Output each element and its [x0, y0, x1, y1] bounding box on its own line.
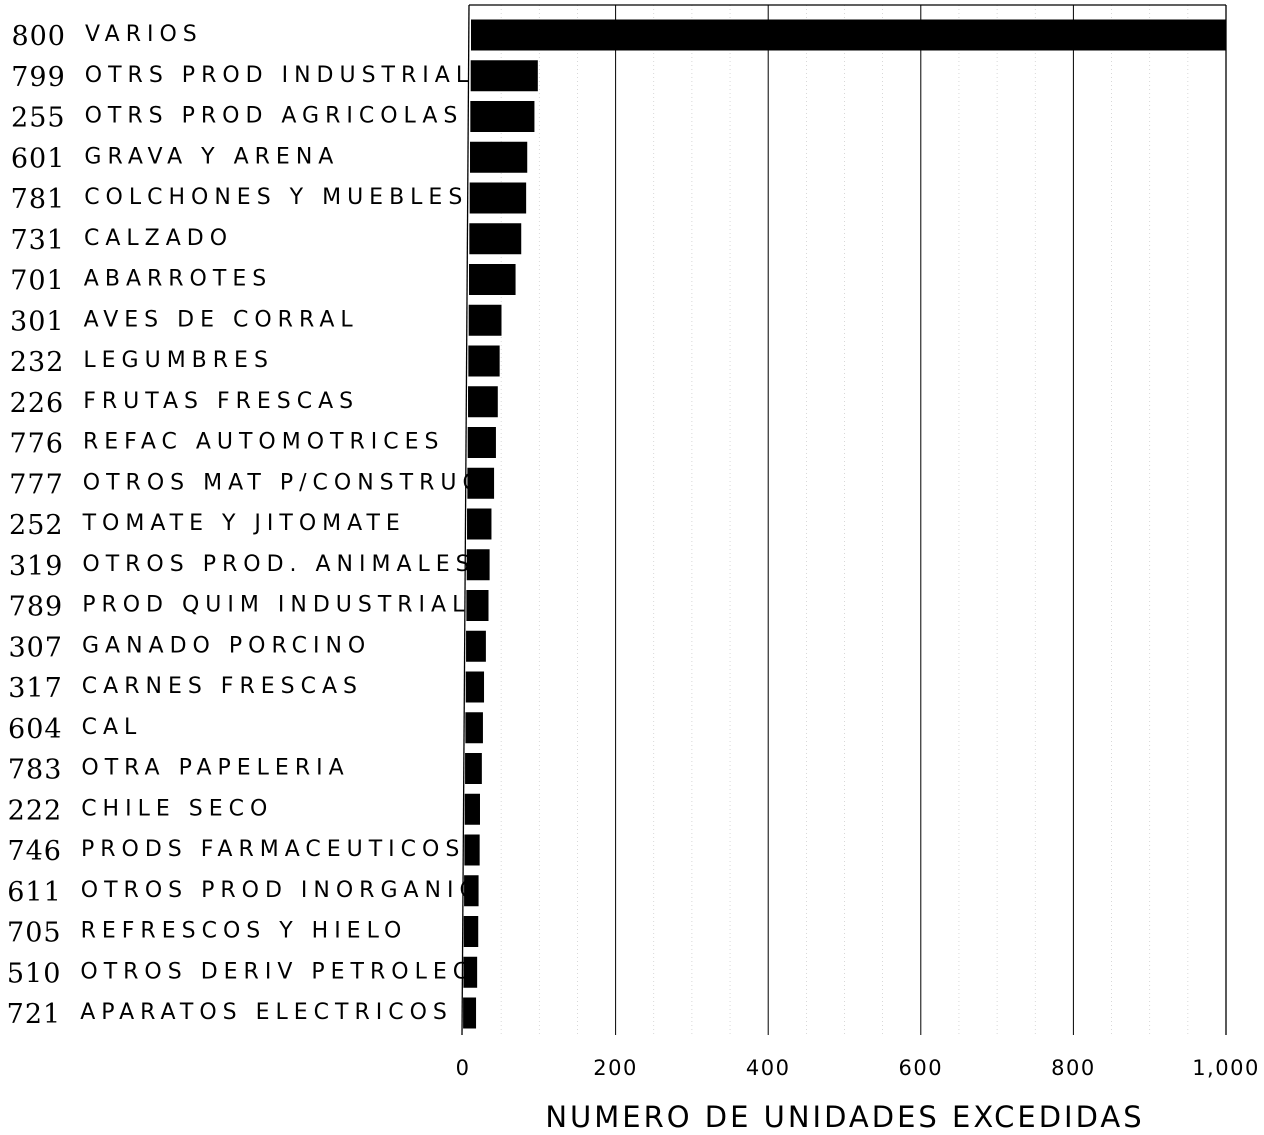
category-name-label: VARIOS [85, 22, 203, 47]
category-code-label: 252 [9, 510, 64, 541]
category-code-label: 601 [11, 143, 66, 174]
category-code-label: 705 [7, 918, 62, 949]
x-tick-label: 600 [899, 1056, 944, 1080]
bar [463, 916, 479, 947]
category-name-label: CARNES FRESCAS [82, 674, 363, 699]
bar [463, 956, 478, 988]
frame-left [461, 4, 470, 1036]
bar [470, 101, 535, 132]
category-code-label: 319 [9, 551, 64, 582]
category-code-label: 776 [9, 429, 64, 460]
category-code-label: 746 [7, 836, 62, 867]
category-code-label: 777 [9, 469, 64, 500]
bar [468, 345, 500, 377]
category-name-label: OTROS MAT P/CONSTRUC [83, 470, 484, 495]
category-name-label: CHILE SECO [81, 796, 273, 821]
x-axis-title: NUMERO DE UNIDADES EXCEDIDAS [545, 1100, 1144, 1134]
bar [468, 386, 498, 418]
category-name-label: APARATOS ELECTRICOS [80, 1000, 453, 1025]
category-name-label: OTRS PROD AGRICOLAS [85, 104, 464, 129]
category-name-label: ABARROTES [84, 267, 272, 292]
grid-lines [500, 5, 1189, 1035]
bar [470, 141, 528, 173]
bar [464, 834, 480, 866]
bar [469, 182, 527, 214]
category-name-label: PRODS FARMACEUTICOS [81, 837, 465, 862]
category-name-label: OTRA PAPELERIA [81, 756, 349, 781]
category-code-label: 226 [10, 388, 65, 419]
category-code-label: 604 [8, 714, 63, 745]
x-tick-label: 200 [593, 1056, 638, 1080]
bar [467, 467, 495, 499]
category-name-label: OTROS DERIV PETROLEO [80, 959, 476, 984]
category-code-label: 317 [8, 673, 63, 704]
x-tick-label: 400 [746, 1056, 791, 1080]
category-name-label: AVES DE CORRAL [84, 307, 359, 332]
category-name-label: GRAVA Y ARENA [84, 144, 339, 169]
bars [463, 19, 1227, 1029]
x-tick-label: 1,000 [1192, 1056, 1260, 1080]
category-name-label: CAL [82, 715, 143, 740]
category-name-label: LEGUMBRES [83, 348, 274, 373]
category-code-label: 800 [11, 21, 66, 52]
category-name-label: REFRESCOS Y HIELO [81, 919, 408, 944]
category-code-label: 783 [8, 755, 63, 786]
bar [471, 19, 1227, 51]
category-code-label: 611 [7, 877, 62, 908]
category-code-label: 781 [11, 184, 66, 215]
category-code-label: 222 [8, 795, 63, 826]
category-name-label: TOMATE Y JITOMATE [82, 511, 406, 536]
bar [465, 712, 483, 744]
x-tick-label: 800 [1051, 1056, 1096, 1080]
category-code-label: 307 [8, 632, 63, 663]
category-code-label: 721 [7, 999, 62, 1030]
bar [466, 630, 486, 662]
category-name-label: OTROS PROD INORGANIC [81, 878, 481, 903]
bar [467, 427, 496, 458]
category-labels: 800 VARIOS 799 OTRS PROD INDUSTRIAL 255 OTRS … [7, 21, 484, 1030]
plot-frame [461, 4, 1227, 1036]
x-tick-label: 0 [456, 1056, 471, 1080]
category-name-label: CALZADO [84, 226, 233, 251]
bar [464, 793, 480, 825]
category-name-label: GANADO PORCINO [82, 633, 371, 658]
bar [467, 508, 492, 540]
bar [469, 264, 516, 295]
category-code-label: 789 [9, 592, 64, 623]
bar [463, 997, 477, 1029]
bar [465, 671, 485, 703]
category-name-label: OTRS PROD INDUSTRIAL [85, 63, 474, 88]
x-axis-ticks: 0 200 400 600 800 1,000 [456, 1056, 1260, 1080]
bar [470, 60, 538, 92]
bar [466, 590, 489, 621]
category-code-label: 301 [10, 306, 65, 337]
category-name-label: REFAC AUTOMOTRICES [83, 430, 444, 455]
bar [469, 223, 522, 255]
bar [464, 875, 479, 907]
category-name-label: OTROS PROD. ANIMALES [82, 552, 475, 577]
category-name-label: COLCHONES Y MUEBLES [84, 185, 468, 210]
category-code-label: 255 [11, 103, 66, 134]
category-name-label: PROD QUIM INDUSTRIAL [82, 593, 470, 618]
category-code-label: 799 [11, 62, 66, 93]
category-code-label: 731 [10, 225, 65, 256]
bar [465, 753, 482, 784]
category-code-label: 510 [7, 958, 62, 989]
category-name-label: FRUTAS FRESCAS [83, 389, 359, 414]
category-code-label: 232 [10, 347, 65, 378]
bar [468, 304, 502, 336]
bar [466, 549, 490, 581]
category-code-label: 701 [10, 266, 65, 297]
